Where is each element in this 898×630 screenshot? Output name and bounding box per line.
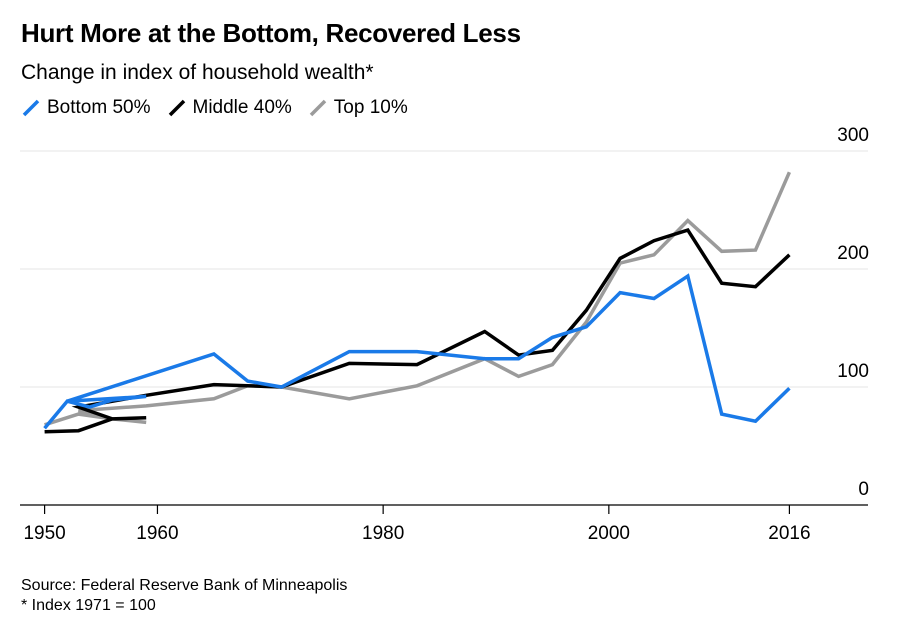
- y-tick-label-0: 0: [858, 479, 869, 500]
- x-tick-label-2000: 2000: [588, 523, 630, 544]
- chart-subtitle: Change in index of household wealth*: [21, 61, 374, 84]
- source-note: Source: Federal Reserve Bank of Minneapo…: [21, 576, 347, 616]
- series-line-middle-40-: [44, 228, 791, 434]
- series-line-bottom-50-: [43, 273, 791, 430]
- legend: Bottom 50% Middle 40% Top 10%: [21, 96, 424, 120]
- legend-item-middle-40: Middle 40%: [167, 97, 292, 119]
- legend-swatch-middle-40: [168, 99, 185, 117]
- footnote-text: * Index 1971 = 100: [21, 597, 156, 614]
- legend-item-bottom-50: Bottom 50%: [21, 97, 151, 119]
- legend-label-bottom-50: Bottom 50%: [47, 97, 151, 118]
- y-axis: 0 100 200 300: [837, 125, 869, 500]
- legend-swatch-bottom-50: [22, 99, 40, 117]
- grid: [20, 150, 868, 388]
- y-tick-label-300: 300: [837, 125, 869, 146]
- series-lines: [43, 171, 792, 434]
- x-tick-label-1950: 1950: [23, 523, 65, 544]
- legend-swatch-top-10: [309, 99, 327, 117]
- legend-item-top-10: Top 10%: [308, 97, 408, 119]
- x-axis: 1950 1960 1980 2000 2016: [20, 504, 868, 544]
- y-tick-label-200: 200: [837, 243, 869, 264]
- series-line-top-10-: [44, 171, 792, 427]
- x-tick-label-1980: 1980: [362, 523, 404, 544]
- x-tick-label-1960: 1960: [136, 523, 178, 544]
- y-tick-label-100: 100: [837, 361, 869, 382]
- legend-label-middle-40: Middle 40%: [192, 97, 292, 118]
- x-tick-label-2016: 2016: [768, 523, 810, 544]
- source-text: Source: Federal Reserve Bank of Minneapo…: [21, 577, 348, 594]
- chart-title: Hurt More at the Bottom, Recovered Less: [21, 18, 521, 48]
- legend-label-top-10: Top 10%: [333, 97, 408, 118]
